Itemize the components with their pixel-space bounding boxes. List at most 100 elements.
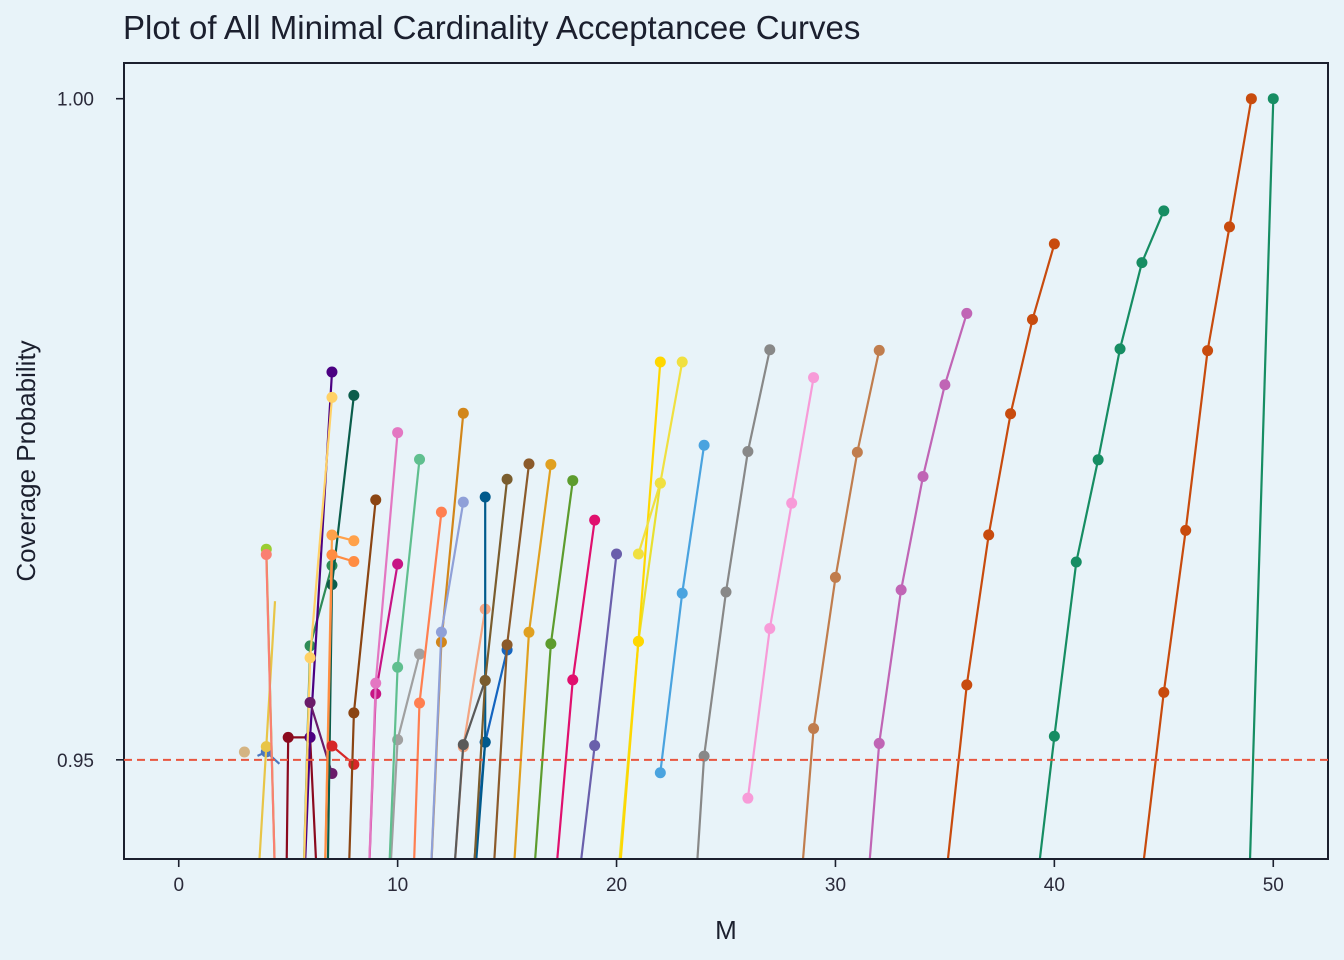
data-point	[501, 639, 513, 651]
data-point	[348, 555, 360, 567]
data-point	[742, 445, 754, 457]
data-point	[326, 549, 338, 561]
data-point	[523, 626, 535, 638]
data-point	[1005, 408, 1017, 420]
data-point	[873, 344, 885, 356]
x-tick-label: 10	[387, 875, 408, 896]
axis-ticks: 0 10 20 30 40 50 0.95 1.00	[57, 90, 1284, 896]
data-point	[457, 739, 469, 751]
chart-title: Plot of All Minimal Cardinality Acceptan…	[123, 9, 860, 46]
data-point	[545, 638, 557, 650]
data-point	[304, 731, 316, 743]
data-point	[808, 372, 820, 384]
series-group	[238, 93, 1279, 858]
data-point	[983, 529, 995, 541]
series-38	[802, 344, 885, 858]
data-point	[895, 584, 907, 596]
series-35	[654, 439, 710, 779]
data-point	[238, 746, 250, 758]
series-line	[746, 377, 815, 799]
data-point	[654, 356, 666, 368]
data-point	[392, 661, 404, 673]
data-point	[1026, 314, 1038, 326]
series-33	[619, 356, 666, 858]
data-point	[326, 391, 338, 403]
data-point	[370, 677, 382, 689]
data-point	[873, 737, 885, 749]
data-point	[632, 548, 644, 560]
data-point	[939, 379, 951, 391]
data-point	[370, 494, 382, 506]
data-point	[282, 731, 294, 743]
data-point	[457, 496, 469, 508]
data-point	[829, 571, 841, 583]
series-14	[348, 494, 382, 858]
data-point	[414, 648, 426, 660]
series-19	[413, 506, 447, 858]
data-point	[676, 587, 688, 599]
data-point	[1245, 93, 1257, 105]
data-point	[326, 740, 338, 752]
series-42	[1142, 93, 1257, 858]
data-point	[392, 558, 404, 570]
data-point	[1223, 221, 1235, 233]
data-point	[304, 696, 316, 708]
data-point	[567, 475, 579, 487]
data-point	[435, 506, 447, 518]
x-tick-label: 40	[1044, 875, 1065, 896]
series-18	[388, 453, 426, 858]
series-8	[303, 391, 338, 858]
series-4	[260, 548, 276, 858]
series-12	[324, 549, 360, 858]
data-point	[326, 529, 338, 541]
data-point	[326, 366, 338, 378]
data-point	[348, 707, 360, 719]
x-tick-label: 50	[1263, 875, 1284, 896]
series-2	[258, 601, 277, 858]
data-point	[1158, 205, 1170, 217]
data-point	[523, 458, 535, 470]
data-point	[676, 356, 688, 368]
series-line	[1248, 98, 1275, 858]
data-point	[260, 741, 272, 753]
series-16	[368, 427, 404, 858]
data-point	[414, 697, 426, 709]
data-point	[1267, 93, 1279, 105]
data-point	[742, 792, 754, 804]
data-point	[479, 491, 491, 503]
data-point	[720, 586, 732, 598]
series-30	[556, 514, 601, 858]
data-point	[786, 497, 798, 509]
series-26	[473, 473, 513, 858]
data-point	[260, 548, 272, 560]
series-line	[1142, 98, 1253, 858]
data-point	[1092, 454, 1104, 466]
data-point	[435, 626, 447, 638]
series-line	[285, 736, 317, 858]
data-point	[961, 679, 973, 691]
series-21	[430, 496, 469, 858]
series-39	[868, 307, 973, 858]
data-point	[479, 674, 491, 686]
series-line	[265, 554, 276, 858]
series-37	[742, 372, 820, 804]
data-point	[632, 635, 644, 647]
data-point	[1158, 686, 1170, 698]
plot-area	[123, 62, 1329, 860]
data-point	[654, 767, 666, 779]
data-point	[392, 427, 404, 439]
series-line	[868, 313, 968, 858]
series-43	[1248, 93, 1279, 858]
data-point	[654, 477, 666, 489]
data-point	[501, 473, 513, 485]
data-point	[764, 344, 776, 356]
data-point	[1136, 257, 1148, 269]
data-point	[1202, 345, 1214, 357]
data-point	[961, 307, 973, 319]
data-point	[1180, 524, 1192, 536]
data-point	[1048, 238, 1060, 250]
data-point	[414, 453, 426, 465]
data-point	[851, 446, 863, 458]
data-point	[348, 389, 360, 401]
